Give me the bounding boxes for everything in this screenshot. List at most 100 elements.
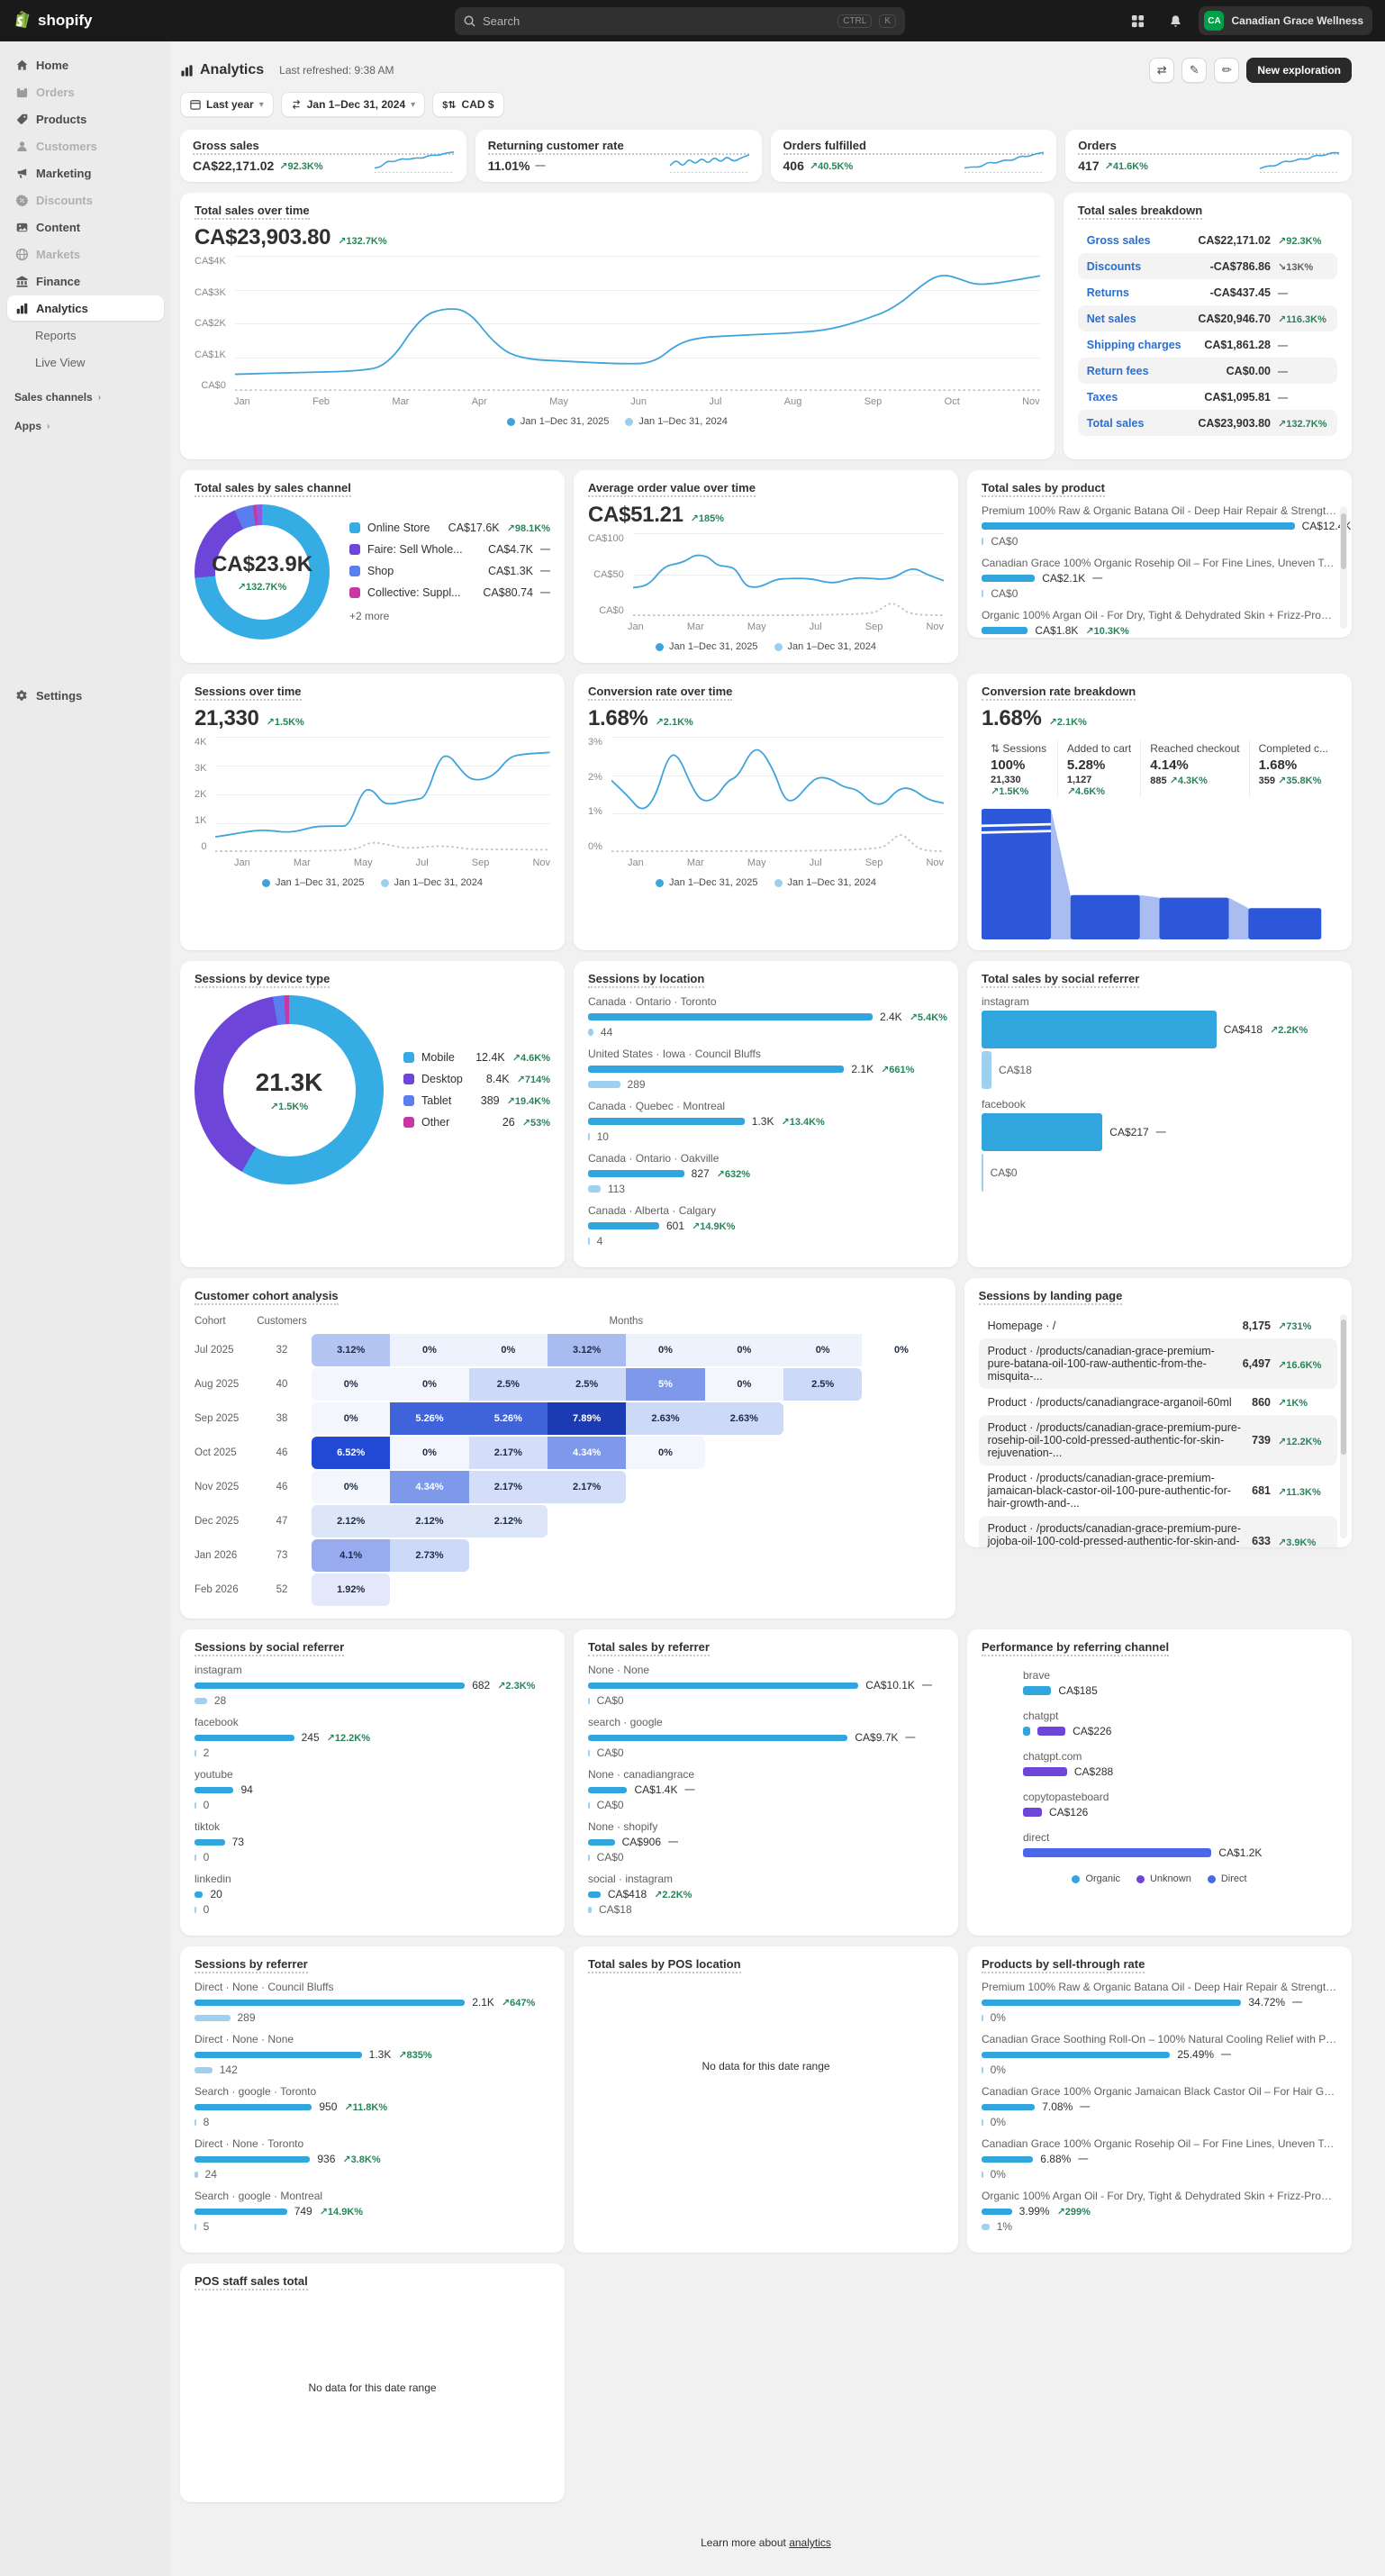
- new-exploration-button[interactable]: New exploration: [1246, 58, 1352, 83]
- card-title-link[interactable]: Conversion rate over time: [588, 685, 733, 701]
- legend-item[interactable]: Other 26 ↗53%: [403, 1116, 550, 1129]
- card-title-link[interactable]: Total sales by POS location: [588, 1957, 741, 1973]
- legend-item[interactable]: Tablet 389 ↗19.4K%: [403, 1094, 550, 1107]
- legend-item[interactable]: Direct: [1207, 1873, 1247, 1884]
- analytics-help-link[interactable]: analytics: [789, 2536, 831, 2549]
- row-label[interactable]: Discounts: [1086, 259, 1142, 273]
- shopify-logo[interactable]: shopify: [13, 10, 92, 32]
- gridline: [632, 575, 944, 576]
- apps-grid-icon[interactable]: [1123, 6, 1152, 35]
- sidebar-item-home[interactable]: Home: [7, 52, 164, 77]
- card-title-link[interactable]: Conversion rate breakdown: [982, 685, 1136, 701]
- sidebar-item-products[interactable]: Products: [7, 106, 164, 132]
- card-title-link[interactable]: Sessions by device type: [195, 972, 330, 988]
- sidebar-item-customers[interactable]: Customers: [7, 133, 164, 159]
- card-title-link[interactable]: Total sales over time: [195, 204, 310, 220]
- card-title-link[interactable]: Total sales by referrer: [588, 1640, 710, 1656]
- row-label[interactable]: Total sales: [1086, 416, 1145, 430]
- legend-item[interactable]: Shop CA$1.3K —: [349, 565, 550, 577]
- sidebar-section-sales-channels[interactable]: Sales channels ›: [14, 391, 102, 404]
- kpi-card-gross-sales[interactable]: Gross sales CA$22,171.02 ↗92.3K%: [180, 130, 466, 182]
- sidebar-section-apps[interactable]: Apps ›: [14, 420, 50, 432]
- sidebar-item-markets[interactable]: Markets: [7, 241, 164, 267]
- card-title-link[interactable]: Sessions by location: [588, 972, 705, 988]
- card-title-link[interactable]: Sessions over time: [195, 685, 302, 701]
- card-title-link[interactable]: Customer cohort analysis: [195, 1289, 339, 1305]
- row-label[interactable]: Returns: [1086, 286, 1129, 299]
- legend-item[interactable]: Jan 1–Dec 31, 2025: [506, 416, 609, 427]
- kpi-card-orders[interactable]: Orders 417 ↗41.6K%: [1065, 130, 1352, 182]
- currency-filter[interactable]: $⇅ CAD $: [432, 92, 504, 117]
- pencil-icon[interactable]: ✏: [1214, 58, 1240, 83]
- scrollbar-thumb[interactable]: [1341, 1320, 1346, 1455]
- legend-item[interactable]: Jan 1–Dec 31, 2025: [262, 877, 365, 888]
- card-title-link[interactable]: Products by sell-through rate: [982, 1957, 1145, 1973]
- card-title-link[interactable]: Total sales by social referrer: [982, 972, 1140, 988]
- bar: [588, 1066, 845, 1073]
- kpi-card-orders-fulfilled[interactable]: Orders fulfilled 406 ↗40.5K%: [770, 130, 1057, 182]
- scrollbar-thumb[interactable]: [1341, 513, 1346, 569]
- legend-item[interactable]: Faire: Sell Whole... CA$4.7K —: [349, 543, 550, 556]
- card-title-link[interactable]: Average order value over time: [588, 481, 756, 497]
- card-title-link[interactable]: Total sales by sales channel: [195, 481, 351, 497]
- legend-item[interactable]: Unknown: [1136, 1873, 1191, 1884]
- kpi-card-returning-customer-rate[interactable]: Returning customer rate 11.01% —: [475, 130, 762, 182]
- card-title-link[interactable]: POS staff sales total: [195, 2274, 308, 2290]
- legend-item[interactable]: Jan 1–Dec 31, 2024: [774, 641, 876, 652]
- sidebar-item-finance[interactable]: Finance: [7, 268, 164, 294]
- row-label[interactable]: Gross sales: [1086, 233, 1151, 247]
- row-label[interactable]: Shipping charges: [1086, 338, 1181, 351]
- row-label[interactable]: Taxes: [1086, 390, 1118, 404]
- card-sales-by-referrer: Total sales by referrer None · None CA$10…: [574, 1629, 958, 1936]
- shortcut-k-key: K: [879, 14, 896, 28]
- row-label[interactable]: Net sales: [1086, 312, 1136, 325]
- swap-icon[interactable]: ⇄: [1149, 58, 1175, 83]
- date-range-filter[interactable]: Last year ▾: [180, 92, 274, 117]
- card-title-link[interactable]: Sessions by social referrer: [195, 1640, 345, 1656]
- legend-label: Jan 1–Dec 31, 2024: [787, 877, 876, 888]
- edit-icon[interactable]: ✎: [1181, 58, 1208, 83]
- search-icon: [464, 15, 475, 27]
- scrollbar[interactable]: [1340, 506, 1347, 629]
- legend-item[interactable]: Jan 1–Dec 31, 2024: [774, 877, 876, 888]
- sidebar-item-discounts[interactable]: Discounts: [7, 187, 164, 213]
- cohort-cell: [705, 1471, 783, 1503]
- sidebar-item-analytics[interactable]: Analytics: [7, 295, 164, 321]
- search-input[interactable]: Search CTRL K: [455, 6, 905, 35]
- card-title-link[interactable]: Sessions by referrer: [195, 1957, 308, 1973]
- gridline: [234, 323, 1040, 324]
- legend-item[interactable]: Jan 1–Dec 31, 2025: [656, 641, 758, 652]
- x-tick-label: Jun: [630, 396, 647, 407]
- row-label[interactable]: Return fees: [1086, 364, 1149, 377]
- table-row: Product · /products/canadiangrace-argano…: [979, 1389, 1337, 1415]
- card-title-link[interactable]: Performance by referring channel: [982, 1640, 1170, 1656]
- compare-dates-filter[interactable]: Jan 1–Dec 31, 2024 ▾: [280, 92, 426, 117]
- bar: [982, 575, 1036, 582]
- bar-value: CA$1.4K: [634, 1783, 678, 1796]
- sidebar-item-reports[interactable]: Reports: [7, 322, 164, 348]
- sidebar-item-orders[interactable]: Orders: [7, 79, 164, 104]
- sidebar-item-content[interactable]: Content: [7, 214, 164, 240]
- more-link[interactable]: +2 more: [349, 610, 390, 622]
- sidebar-item-marketing[interactable]: Marketing: [7, 160, 164, 186]
- card-title-link[interactable]: Sessions by landing page: [978, 1289, 1123, 1305]
- sidebar-item-settings[interactable]: Settings: [7, 683, 164, 708]
- notifications-bell-icon[interactable]: [1161, 6, 1190, 35]
- legend-item[interactable]: Desktop 8.4K ↗714%: [403, 1073, 550, 1085]
- legend-item[interactable]: Online Store CA$17.6K ↗98.1K%: [349, 522, 550, 534]
- legend-item[interactable]: Organic: [1072, 1873, 1120, 1884]
- legend-item[interactable]: Mobile 12.4K ↗4.6K%: [403, 1051, 550, 1064]
- cohort-cell: 2.17%: [468, 1437, 548, 1469]
- scrollbar[interactable]: [1340, 1314, 1347, 1538]
- sidebar-item-live-view[interactable]: Live View: [7, 349, 164, 375]
- card-title-link[interactable]: Total sales by product: [982, 481, 1106, 497]
- legend-item[interactable]: Jan 1–Dec 31, 2024: [380, 877, 483, 888]
- bar: [982, 627, 1028, 634]
- store-account-menu[interactable]: CA Canadian Grace Wellness: [1199, 6, 1372, 35]
- x-tick-label: Feb: [312, 396, 330, 407]
- legend-item[interactable]: Collective: Suppl... CA$80.74 —: [349, 586, 550, 599]
- card-title-link[interactable]: Total sales breakdown: [1077, 204, 1203, 220]
- legend-item[interactable]: Jan 1–Dec 31, 2025: [656, 877, 758, 888]
- cohort-label: Feb 2026: [195, 1584, 239, 1595]
- legend-item[interactable]: Jan 1–Dec 31, 2024: [625, 416, 728, 427]
